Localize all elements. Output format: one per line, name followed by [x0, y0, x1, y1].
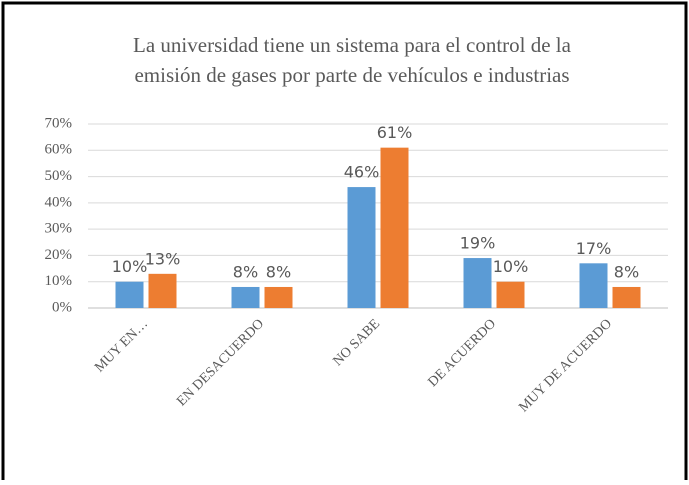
bar: [231, 286, 260, 308]
data-label: 17%: [576, 239, 612, 258]
data-label: 46%: [344, 163, 380, 182]
bar: [463, 258, 492, 308]
data-label: 8%: [266, 262, 291, 281]
bar: [579, 263, 608, 308]
y-tick-label: 50%: [45, 168, 73, 184]
chart-title: emisión de gases por parte de vehículos …: [134, 63, 569, 87]
y-tick-label: 10%: [45, 273, 73, 289]
chart-title: La universidad tiene un sistema para el …: [133, 33, 572, 57]
y-tick-label: 40%: [45, 194, 73, 210]
data-label: 10%: [112, 257, 148, 276]
data-label: 19%: [460, 234, 496, 253]
bar: [347, 187, 376, 308]
data-label: 8%: [233, 262, 258, 281]
data-label: 10%: [493, 257, 529, 276]
y-tick-label: 30%: [45, 221, 73, 237]
bar: [115, 281, 144, 308]
bar: [612, 286, 641, 308]
bar: [264, 286, 293, 308]
bar: [496, 281, 525, 308]
data-label: 8%: [614, 262, 639, 281]
y-tick-label: 0%: [52, 299, 72, 315]
bar: [380, 147, 409, 308]
data-label: 13%: [145, 249, 181, 268]
y-tick-label: 20%: [45, 247, 73, 263]
y-tick-label: 70%: [45, 115, 73, 131]
y-tick-label: 60%: [45, 142, 73, 158]
bar: [148, 273, 177, 308]
data-label: 61%: [377, 123, 413, 142]
